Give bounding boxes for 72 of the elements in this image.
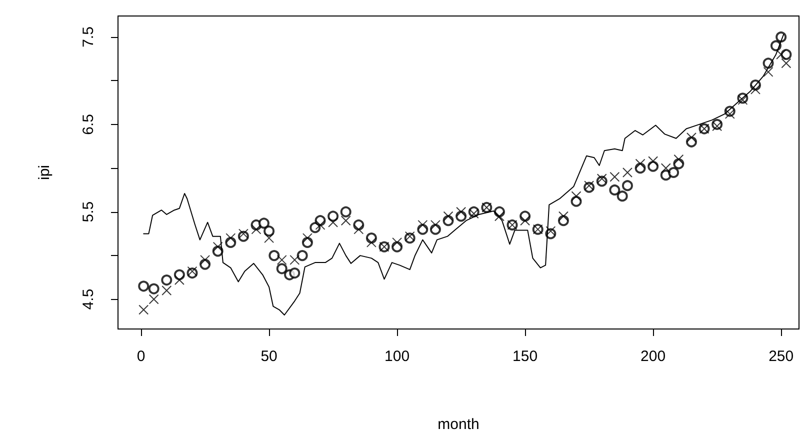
point [546,226,556,236]
point [315,220,326,230]
point [302,233,312,244]
point [200,254,210,265]
point [162,286,172,296]
point [763,66,774,77]
point [148,294,159,304]
point [264,226,275,237]
point [161,274,172,286]
point [212,242,223,252]
point [276,254,287,265]
point [264,233,274,244]
point [648,156,658,166]
point [750,84,760,94]
point [354,224,364,234]
point [674,154,684,164]
point [340,216,351,226]
point [456,206,466,217]
point [622,180,633,192]
point [609,184,620,196]
x-tick-label: 50 [260,348,278,365]
y-tick-label: 5.5 [80,201,97,222]
point [289,268,300,279]
point [276,263,288,274]
point [238,228,248,239]
point [616,190,628,202]
point [520,216,530,226]
point [468,208,479,219]
point [226,233,236,244]
x-tick-label: 200 [640,348,666,365]
point [258,218,270,229]
point [328,217,338,228]
point [290,254,300,265]
point [187,266,198,276]
point [622,168,632,178]
point [558,211,568,222]
point [340,206,352,218]
point [430,220,440,230]
point [328,210,339,222]
point [138,304,149,315]
point [686,132,696,143]
point [712,121,722,132]
x-tick-label: 100 [384,348,410,365]
point [668,167,680,178]
point [392,237,402,248]
point [174,275,184,286]
x-tick-label: 250 [768,348,794,365]
point [138,280,150,292]
point [660,163,671,174]
point [635,158,646,169]
x-tick-label: 0 [136,348,146,365]
point [268,250,280,262]
x-axis-title: month [438,416,480,433]
point [443,211,454,222]
point [366,237,376,248]
y-tick-label: 7.5 [80,26,97,48]
x-tick-label: 150 [512,348,538,365]
point [781,58,792,68]
point [596,174,607,184]
point [404,231,415,242]
point [571,191,582,202]
point [418,220,428,230]
point [776,49,786,60]
point [610,172,620,182]
point [724,108,735,119]
point [296,250,308,262]
y-axis-title: ipi [36,164,53,180]
point [148,283,160,294]
y-tick-label: 6.5 [80,114,97,135]
point [251,224,262,234]
point [494,211,504,222]
y-tick-label: 4.5 [80,288,97,310]
